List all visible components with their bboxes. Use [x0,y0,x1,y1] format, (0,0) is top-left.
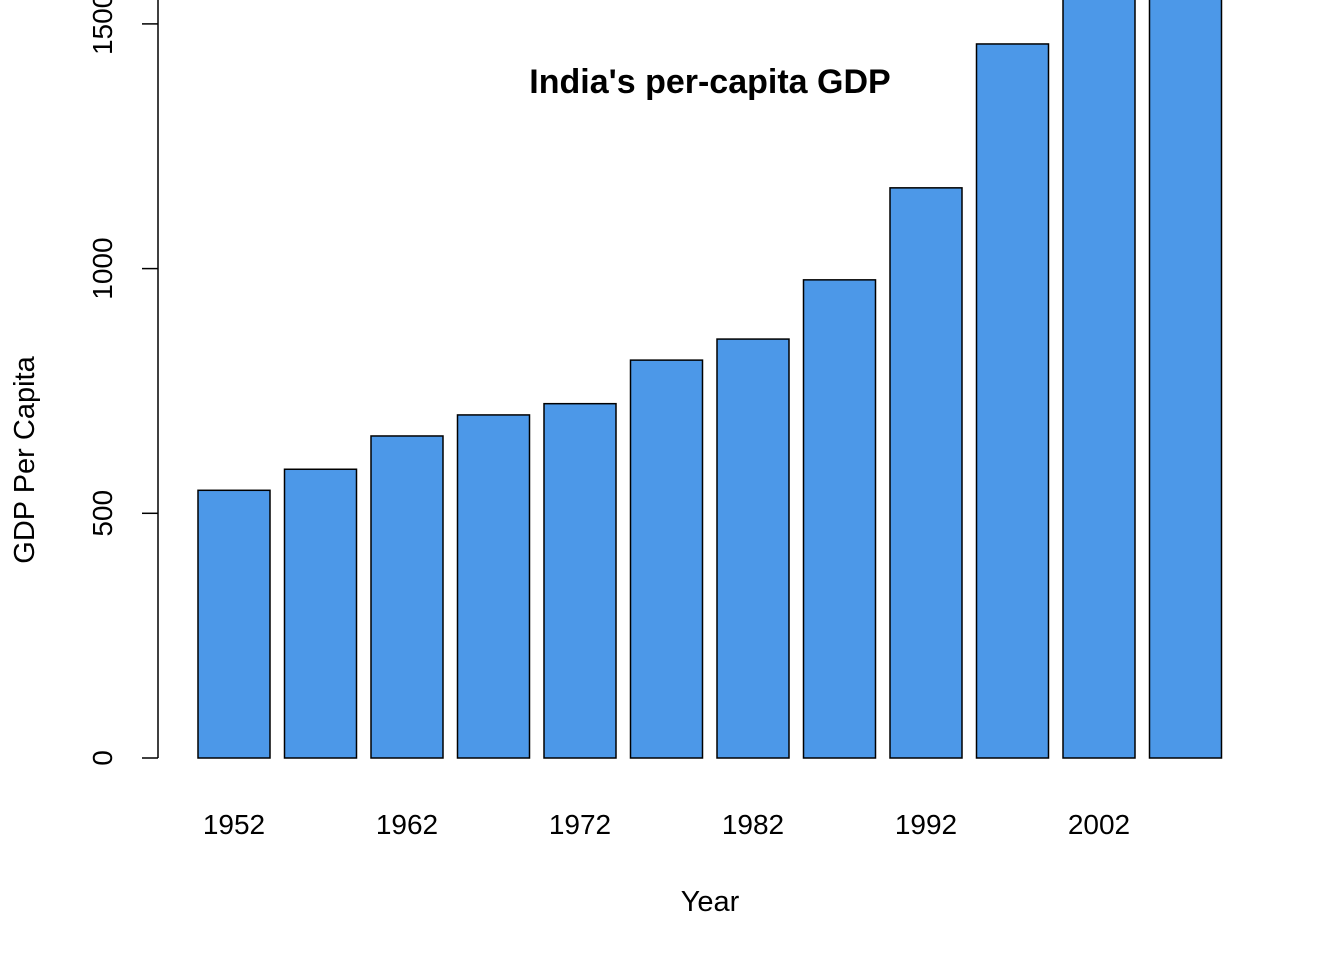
y-tick-label: 0 [87,750,118,766]
bar-1977 [629,359,704,759]
y-axis: 0500100015002000 [87,0,159,766]
x-axis: 1952 1962 1972 1982 1992 2002 [203,809,1130,840]
x-tick-label: 1952 [203,809,265,840]
bar-1992 [889,187,963,759]
x-tick-label: 2002 [1068,809,1130,840]
y-axis-label: GDP Per Capita [9,355,41,563]
chart-title: India's per-capita GDP [529,63,890,101]
x-tick-label: 1962 [376,809,438,840]
bar-1997 [975,43,1050,759]
y-tick-label: 1500 [87,0,118,55]
bar-1972 [543,402,617,759]
x-axis-label: Year [681,886,740,918]
y-tick-label: 1000 [87,237,118,299]
bar-1967 [456,414,531,759]
bar-1957 [283,468,358,759]
bar-2007 [1148,0,1223,759]
x-tick-label: 1982 [722,809,784,840]
y-tick-label: 500 [87,490,118,537]
bar-1962 [370,435,444,759]
bar-2002 [1062,0,1136,759]
bar-1952 [197,489,271,759]
x-tick-label: 1972 [549,809,611,840]
x-tick-label: 1992 [895,809,957,840]
bars-group [197,0,1223,759]
bar-1982 [716,338,790,759]
bar-1987 [802,279,877,759]
